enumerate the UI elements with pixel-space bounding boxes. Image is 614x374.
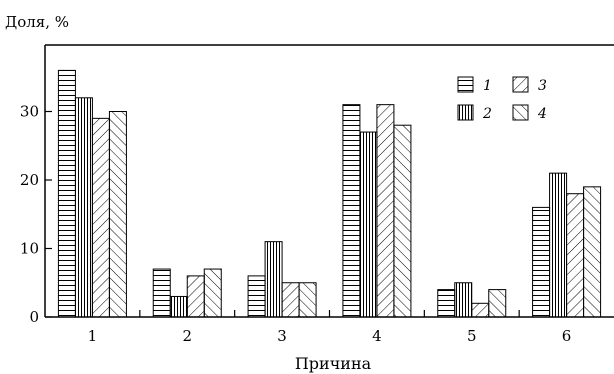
bar-cat2-series4: [203, 268, 222, 318]
bar-cat1-series1: [57, 69, 76, 318]
y-tick-label: 10: [20, 240, 39, 258]
y-tick-label: 20: [20, 171, 39, 189]
x-tick-label: 5: [467, 327, 477, 345]
bar-cat3-series3: [281, 282, 300, 318]
bar-cat4-series2: [359, 131, 378, 318]
bar-cat6-series4: [583, 186, 602, 318]
bar-cat4-series3: [376, 104, 395, 318]
bar-cat4-series1: [342, 104, 361, 318]
y-axis-ticks: 0 10 20 30: [20, 103, 52, 326]
y-tick-label: 30: [20, 103, 39, 121]
legend: 1 2 3 4: [457, 76, 547, 122]
legend-swatch-2: [457, 104, 474, 121]
x-axis-ticks: 1 2 3 4 5 6: [88, 310, 572, 345]
bar-cat1-series4: [108, 111, 127, 318]
bar-cat5-series4: [488, 289, 507, 318]
bar-cat2-series1: [152, 268, 171, 318]
bar-cat5-series3: [471, 302, 490, 318]
bar-groups: [57, 69, 602, 318]
bar-cat6-series2: [549, 172, 568, 318]
x-tick-label: 2: [182, 327, 192, 345]
bar-cat5-series2: [454, 282, 473, 318]
bar-cat3-series1: [247, 275, 266, 318]
bar-cat1-series3: [91, 117, 110, 318]
bar-cat2-series3: [186, 275, 205, 318]
legend-label-1: 1: [483, 78, 492, 94]
x-tick-label: 1: [88, 327, 98, 345]
bar-cat6-series1: [532, 206, 551, 318]
y-tick-label: 0: [29, 308, 39, 326]
legend-swatch-1: [457, 76, 474, 93]
bar-cat3-series4: [298, 282, 317, 318]
x-tick-label: 6: [562, 327, 572, 345]
legend-label-4: 4: [537, 106, 547, 122]
x-axis-label: Причина: [295, 354, 372, 373]
bar-cat5-series1: [437, 289, 456, 318]
bar-cat6-series3: [566, 193, 585, 318]
bar-cat2-series2: [169, 295, 188, 318]
x-tick-label: 4: [372, 327, 382, 345]
bar-cat4-series4: [393, 124, 412, 318]
legend-label-3: 3: [538, 78, 547, 94]
x-tick-label: 3: [277, 327, 287, 345]
y-axis-label: Доля, %: [5, 13, 69, 31]
legend-label-2: 2: [482, 106, 492, 122]
legend-swatch-4: [512, 104, 529, 121]
bar-cat3-series2: [264, 241, 283, 318]
legend-swatch-3: [512, 76, 529, 93]
bar-cat1-series2: [74, 97, 93, 318]
